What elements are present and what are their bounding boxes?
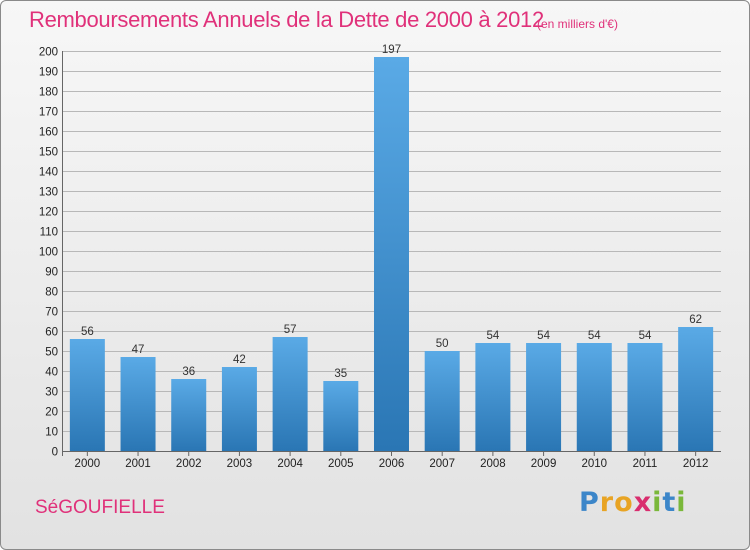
bar [424, 351, 460, 451]
logo-letter: i [676, 487, 687, 518]
commune-name: SéGOUFIELLE [35, 497, 165, 518]
bar-value-label: 197 [382, 44, 401, 56]
y-tick-label: 10 [45, 427, 58, 439]
bar [475, 343, 511, 451]
proxiti-logo[interactable]: Proxiti [579, 487, 687, 518]
x-tick-label: 2002 [176, 458, 202, 470]
bar [120, 357, 156, 451]
bar [221, 367, 257, 451]
bar-value-label: 54 [588, 330, 601, 342]
bar [323, 381, 359, 451]
bar [374, 57, 409, 451]
x-tick-label: 2007 [429, 458, 455, 470]
y-tick-label: 110 [40, 227, 58, 239]
y-tick-label: 170 [39, 107, 58, 119]
y-tick-label: 100 [39, 247, 58, 259]
logo-letter: o [614, 487, 634, 518]
y-tick-label: 30 [45, 387, 58, 399]
y-tick-label: 140 [39, 167, 58, 179]
x-tick-label: 2006 [379, 458, 405, 470]
y-tick-label: 80 [45, 287, 58, 299]
bar-value-label: 54 [639, 330, 652, 342]
y-tick-label: 60 [45, 327, 58, 339]
y-tick-label: 120 [39, 207, 58, 219]
y-tick-label: 200 [39, 47, 58, 59]
bar [272, 337, 308, 451]
y-tick-label: 150 [39, 147, 58, 159]
x-tick-label: 2001 [125, 458, 151, 470]
y-tick-label: 70 [45, 307, 58, 319]
bar-value-label: 35 [334, 368, 347, 380]
bar [627, 343, 663, 451]
x-tick-label: 2003 [227, 458, 253, 470]
bar [678, 327, 714, 451]
bar [576, 343, 612, 451]
x-tick-label: 2005 [328, 458, 354, 470]
x-tick-label: 2009 [531, 458, 557, 470]
bar [171, 379, 207, 451]
y-tick-label: 180 [39, 87, 58, 99]
x-tick-label: 2004 [277, 458, 303, 470]
bar-value-label: 62 [689, 314, 702, 326]
chart-title: Remboursements Annuels de la Dette de 20… [29, 7, 544, 32]
x-tick-label: 2000 [75, 458, 101, 470]
bar-value-label: 50 [436, 338, 449, 350]
logo-letter: t [662, 487, 677, 518]
y-axis: 0 10 20 30 40 50 60 70 80 90 100 110 120 130 140 150 160… [39, 47, 58, 459]
y-tick-label: 90 [45, 267, 58, 279]
bar-value-label: 57 [284, 324, 297, 336]
y-tick-label: 20 [45, 407, 58, 419]
y-tick-label: 40 [45, 367, 58, 379]
y-tick-label: 130 [39, 187, 58, 199]
bar-value-label: 54 [537, 330, 550, 342]
y-tick-label: 190 [39, 67, 58, 79]
y-tick-label: 50 [45, 347, 58, 359]
x-axis: 2000 2001 2002 2003 2004 2005 2006 2007 2008 2009… [75, 451, 709, 470]
bar-value-label: 54 [486, 330, 499, 342]
x-tick-label: 2008 [480, 458, 506, 470]
y-tick-label: 0 [52, 447, 58, 459]
x-tick-label: 2011 [633, 458, 658, 470]
bar [526, 343, 562, 451]
bars: 56 47 36 42 57 35 197 50 54 54 54 54 62 [69, 44, 714, 451]
chart-unit: (en milliers d'€) [537, 17, 618, 31]
logo-letter: P [579, 487, 600, 518]
bar-value-label: 56 [81, 326, 94, 338]
logo-letter: x [633, 487, 653, 518]
bar-value-label: 42 [233, 354, 246, 366]
x-tick-label: 2012 [683, 458, 709, 470]
logo-letter: r [599, 487, 615, 518]
logo-letter: i [652, 487, 663, 518]
x-tick-label: 2010 [581, 458, 607, 470]
bar-value-label: 36 [182, 366, 195, 378]
bar-value-label: 47 [132, 344, 145, 356]
bar [69, 339, 105, 451]
y-tick-label: 160 [39, 127, 58, 139]
